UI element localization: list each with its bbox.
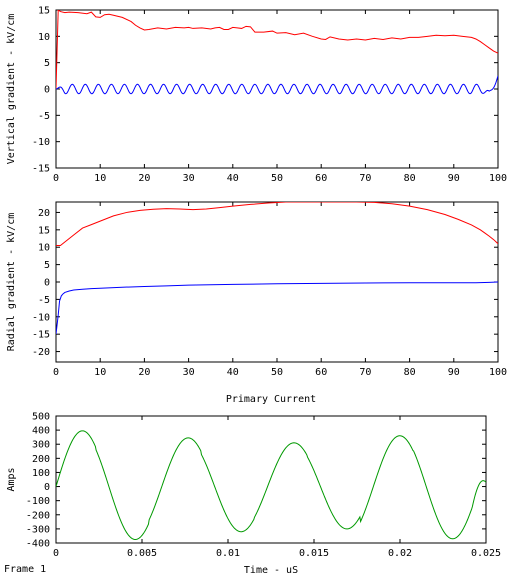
x-tick-label: 80 [404,367,416,378]
primary-current-panel: 0 0.005 0.01 0.015 0.02 0.025 500 400 300 200 100 0… [6,394,501,576]
x-tick-label: 70 [359,173,371,184]
y-tick-label: -15 [32,164,50,175]
x-tick-label: 60 [315,367,327,378]
y-tick-label: 5 [44,260,50,271]
y-tick-label: -300 [26,524,50,535]
y-tick-label: -15 [32,330,50,341]
x-tick-label: 50 [271,367,283,378]
x-tick-label: 10 [94,173,106,184]
series-line-0 [56,202,498,246]
y-tick-label: 500 [32,412,50,423]
y-tick-label: -200 [26,510,50,521]
chart-title: Primary Current [226,394,316,405]
y-tick-label: 15 [38,6,50,17]
plot-frame [55,201,499,363]
series-line-0 [56,430,486,540]
y-tick-label: 0 [44,85,50,96]
y-axis-label: Amps [6,467,17,491]
x-tick-label: 0.015 [299,548,329,559]
series-line-1 [56,75,498,95]
y-tick-label: -10 [32,137,50,148]
radial-gradient-panel: 0 10 20 30 40 50 60 70 80 90 10020151050-5-10-15-2… [6,201,507,378]
vertical-gradient-panel: 0 10 20 30 40 50 60 70 80 90 100151050-5-10-15Vert… [6,6,507,185]
y-tick-label: 0 [44,482,50,493]
x-tick-label: 30 [183,367,195,378]
y-tick-label: 300 [32,440,50,451]
x-tick-label: 0.005 [127,548,157,559]
x-tick-label: 90 [448,367,460,378]
y-tick-label: 10 [38,32,50,43]
x-tick-label: 90 [448,173,460,184]
y-tick-label: 20 [38,208,50,219]
y-tick-label: -10 [32,312,50,323]
x-tick-label: 50 [271,173,283,184]
y-tick-label: -400 [26,539,50,550]
y-tick-label: 10 [38,243,50,254]
x-tick-label: 0 [53,548,59,559]
x-axis-label: Time - uS [244,565,298,576]
y-tick-label: -5 [38,111,50,122]
plot-frame [55,415,487,544]
y-axis-label: Radial gradient - kV/cm [6,213,17,351]
y-tick-label: 400 [32,426,50,437]
y-tick-label: -100 [26,496,50,507]
x-tick-label: 20 [138,367,150,378]
x-tick-label: 0 [53,367,59,378]
y-tick-label: 5 [44,58,50,69]
x-tick-label: 40 [227,367,239,378]
y-tick-label: 15 [38,225,50,236]
x-tick-label: 0 [53,173,59,184]
x-tick-label: 10 [94,367,106,378]
y-tick-label: 0 [44,278,50,289]
series-line-0 [56,10,498,90]
x-tick-label: 0.025 [471,548,501,559]
y-axis-label: Vertical gradient - kV/cm [6,14,17,165]
y-tick-label: -5 [38,295,50,306]
x-tick-label: 100 [489,173,507,184]
x-tick-label: 20 [138,173,150,184]
series-line-1 [56,281,498,335]
x-tick-label: 70 [359,367,371,378]
y-tick-label: 200 [32,454,50,465]
x-tick-label: 40 [227,173,239,184]
x-tick-label: 60 [315,173,327,184]
plot-frame [55,9,499,169]
frame-label: Frame 1 [4,564,47,575]
x-tick-label: 0.01 [216,548,240,559]
x-tick-label: 100 [489,367,507,378]
y-tick-label: -20 [32,347,50,358]
y-tick-label: 100 [32,468,50,479]
x-tick-label: 80 [404,173,416,184]
x-tick-label: 0.02 [388,548,412,559]
x-tick-label: 30 [183,173,195,184]
